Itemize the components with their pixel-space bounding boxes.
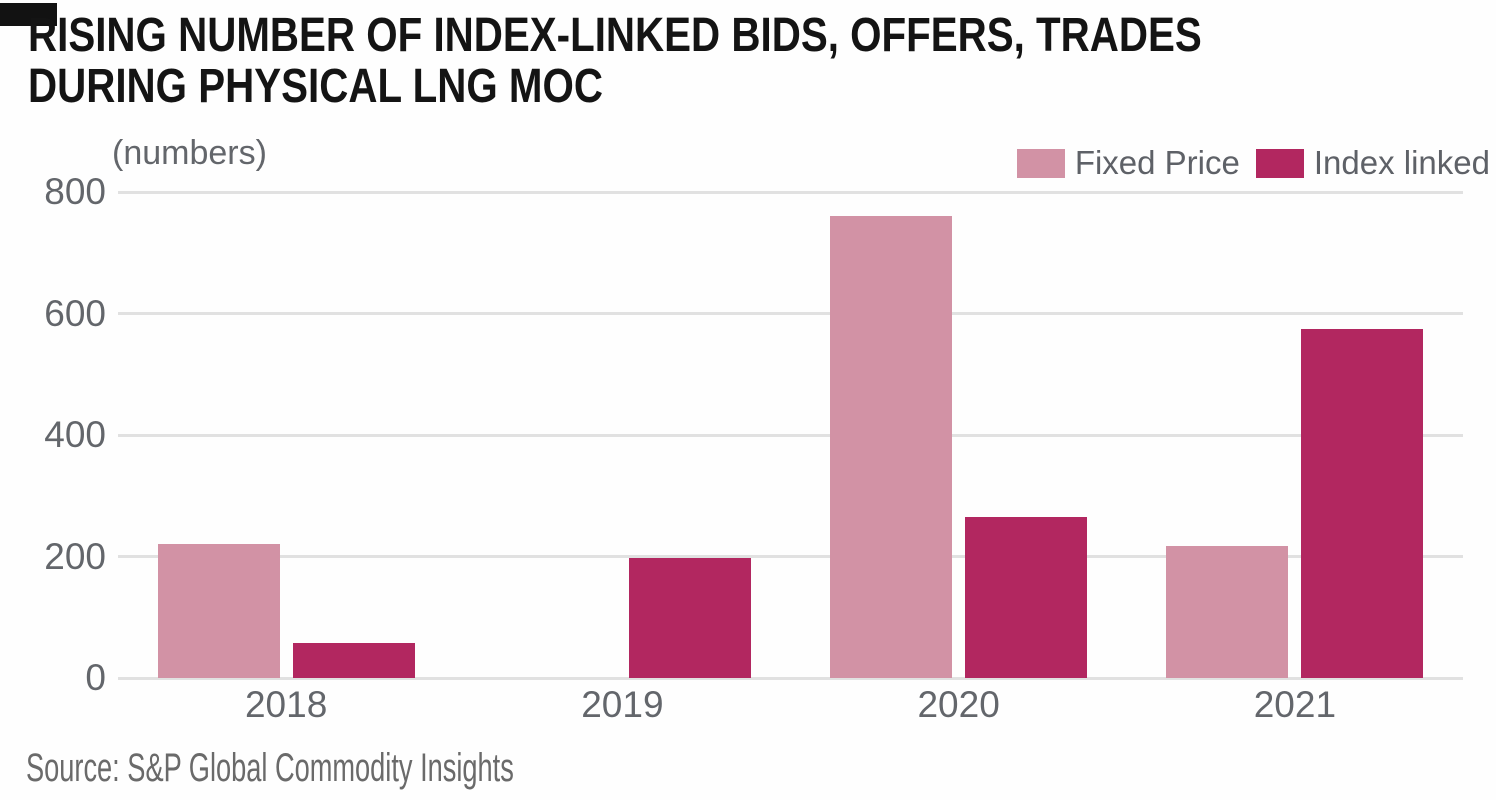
page-title-line1: RISING NUMBER OF INDEX-LINKED BIDS, OFFE… xyxy=(28,9,1202,62)
y-tick-label-0: 0 xyxy=(85,657,106,698)
bar-index-linked-2021 xyxy=(1301,329,1424,678)
x-axis-labels: 2018 2019 2020 2021 xyxy=(118,684,1463,726)
plot-area: 0 200 400 600 800 xyxy=(44,171,1463,698)
bar-fixed-price-2021 xyxy=(1166,546,1289,678)
legend: Fixed Price Index linked xyxy=(1016,144,1490,182)
x-tick-label-2020: 2020 xyxy=(917,684,1000,725)
gridline-400 xyxy=(118,433,1463,437)
legend-label-fixed-price: Fixed Price xyxy=(1074,144,1240,181)
x-tick-label-2021: 2021 xyxy=(1253,684,1337,725)
y-tick-label-800: 800 xyxy=(44,171,106,212)
page-title: RISING NUMBER OF INDEX-LINKED BIDS, OFFE… xyxy=(28,10,1202,112)
gridline-600 xyxy=(118,312,1463,315)
legend-label-index-linked: Index linked xyxy=(1313,144,1490,181)
bar-group-2020 xyxy=(791,192,1127,678)
y-tick-label-200: 200 xyxy=(44,535,106,577)
bar-group-2021 xyxy=(1127,192,1463,678)
bar-index-linked-2020 xyxy=(965,517,1088,678)
x-tick-label-2018: 2018 xyxy=(244,684,328,725)
legend-item-fixed-price: Fixed Price xyxy=(1016,144,1240,182)
x-tick-label-2019: 2019 xyxy=(581,684,664,725)
gridline-800 xyxy=(118,190,1463,194)
bar-group-2019 xyxy=(454,192,790,678)
legend-item-index-linked: Index linked xyxy=(1255,144,1490,182)
y-axis-unit-label: (numbers) xyxy=(112,134,267,172)
page-title-line2: DURING PHYSICAL LNG MOC xyxy=(28,60,603,113)
bar-index-linked-2019 xyxy=(628,558,751,678)
gridlines-layer xyxy=(118,190,1463,680)
source-note: Source: S&P Global Commodity Insights xyxy=(26,746,514,790)
gridline-200 xyxy=(118,555,1463,558)
bar-fixed-price-2018 xyxy=(157,544,280,678)
title-accent-bar xyxy=(0,3,57,26)
y-axis-labels: 0 200 400 600 800 xyxy=(44,171,1463,698)
gridline-0 xyxy=(118,676,1463,680)
legend-swatch-index-linked xyxy=(1255,148,1304,178)
bar-index-linked-2018 xyxy=(292,643,415,678)
legend-swatch-fixed-price xyxy=(1016,148,1065,178)
bar-group-2018 xyxy=(118,192,454,678)
y-tick-label-600: 600 xyxy=(44,292,106,334)
bar-fixed-price-2020 xyxy=(830,216,953,678)
y-tick-label-400: 400 xyxy=(44,414,106,455)
bar-groups xyxy=(118,192,1463,678)
